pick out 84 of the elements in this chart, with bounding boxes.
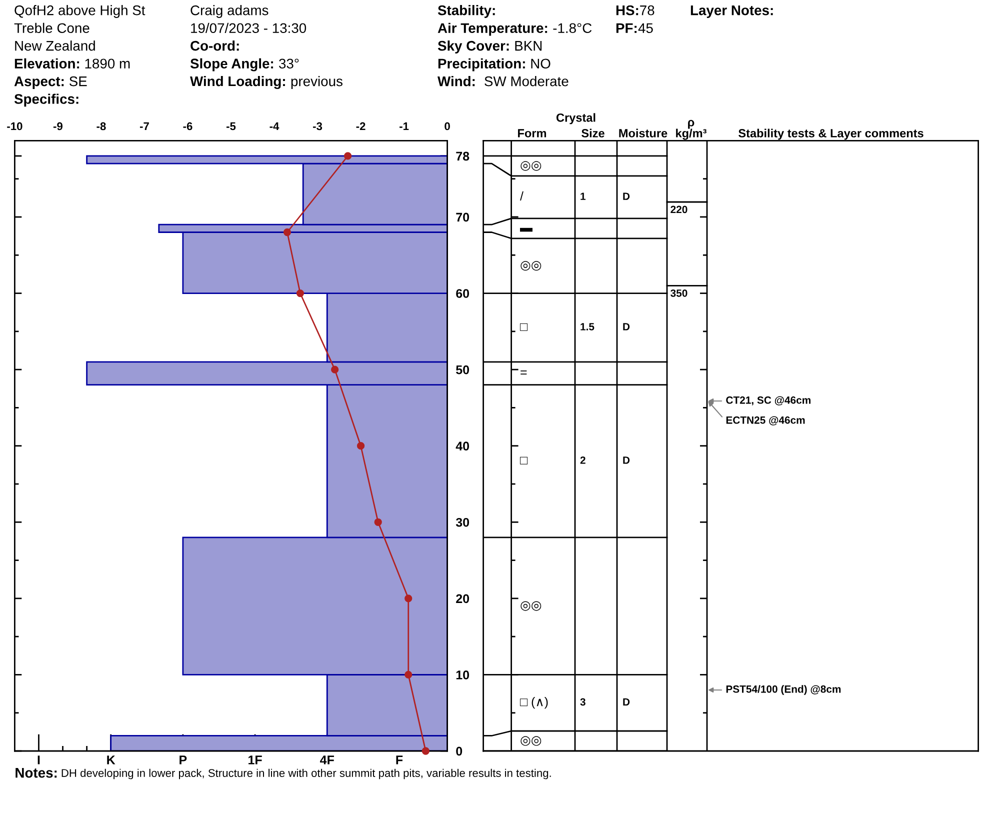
x2-tick-label: -9 (53, 122, 62, 130)
point (331, 366, 339, 374)
x2-tick-label: -3 (313, 122, 322, 130)
point (283, 228, 292, 236)
text: 2 (580, 456, 586, 464)
category-label: Moisture (619, 128, 668, 138)
y-tick-label: 60 (456, 289, 470, 298)
text: 1 (580, 192, 586, 200)
x2-tick-label: -10 (7, 122, 22, 130)
point (422, 747, 430, 755)
x-tick-label: 1F (248, 756, 262, 764)
text: ◎◎ (520, 736, 542, 746)
text: □ (∧) (520, 697, 548, 709)
y-tick-label: 40 (456, 442, 470, 450)
text: D (623, 698, 630, 706)
point (404, 670, 412, 679)
x2-tick-label: 0 (444, 122, 450, 130)
x-tick-label: I (38, 756, 40, 764)
text: PST54/100 (End) @8cm (726, 685, 841, 695)
text: □ (520, 323, 528, 331)
x2-tick-label: -1 (400, 122, 409, 130)
text: Specifics: (14, 94, 78, 107)
text: Stability: (438, 5, 495, 18)
text: 350 (670, 289, 688, 297)
text: Elevation: 1890 m (14, 58, 130, 69)
text: Wind Loading: previous (190, 76, 342, 90)
y-tick-label: 10 (456, 670, 470, 680)
text: 220 (670, 206, 688, 214)
text: Co-ord: (190, 40, 239, 51)
text: □ (520, 456, 528, 464)
y-tick-label: 20 (456, 594, 470, 604)
text: Slope Angle: 33° (190, 58, 299, 72)
y-tick-label: 70 (456, 212, 470, 222)
text: Treble Cone (14, 22, 90, 34)
x2-tick-label: -2 (356, 122, 366, 130)
x-tick-label: 4F (320, 756, 334, 764)
text: ◎◎ (520, 601, 542, 611)
text: ECTN25 @46cm (726, 416, 805, 426)
text: ◎◎ (520, 261, 542, 271)
point (344, 152, 352, 160)
category-label: Form (518, 129, 546, 138)
x-tick-label: F (396, 756, 403, 764)
text: PF:45 (616, 23, 653, 34)
category-label: Size (582, 128, 604, 138)
text: New Zealand (15, 40, 95, 51)
text: Precipitation: NO (438, 58, 550, 72)
point (374, 518, 382, 526)
text: / (520, 191, 524, 201)
point (404, 594, 412, 602)
category-label: Stability tests & Layer comments (738, 128, 924, 140)
text: Wind: SW Moderate (438, 76, 568, 86)
x2-tick-label: -4 (270, 122, 280, 130)
y-tick-label: 50 (456, 365, 470, 374)
x-tick-label: K (107, 756, 116, 764)
x2-tick-label: -6 (183, 122, 192, 130)
y-tick-label: 30 (456, 518, 470, 527)
text: Air Temperature: -1.8°C (438, 22, 592, 36)
x2-tick-label: -5 (226, 122, 236, 130)
y-tick-label: 0 (456, 746, 462, 756)
text: D (623, 323, 630, 330)
y-tick-label: 78 (456, 152, 470, 161)
x2-tick-label: -8 (96, 122, 106, 130)
text: Notes: DH developing in lower pack, Structure in line with other summit path pits, variable results in testing. (16, 768, 551, 780)
text: HS:78 (616, 5, 654, 16)
text: Craig adams (190, 5, 268, 18)
text: D (623, 456, 630, 464)
point (356, 442, 365, 450)
text: 19/07/2023 - 13:30 (191, 22, 306, 34)
text: = (520, 370, 527, 375)
point (296, 289, 304, 298)
text: 1.5 (580, 323, 594, 330)
text: Sky Cover: BKN (438, 40, 542, 54)
text: Aspect: SE (14, 76, 87, 89)
text: QofH2 above High St (14, 5, 146, 18)
text: CT21, SC @46cm (726, 396, 810, 406)
x-tick-label: P (180, 756, 187, 764)
x2-tick-label: -7 (140, 122, 149, 130)
text: ◎◎ (520, 161, 542, 171)
text: 3 (580, 698, 586, 706)
text: D (623, 192, 630, 200)
category-label: ρ kg/m³ (676, 120, 706, 140)
text: Layer Notes: (690, 6, 773, 18)
text: Crystal (556, 113, 596, 124)
text: ▬ (520, 228, 532, 232)
